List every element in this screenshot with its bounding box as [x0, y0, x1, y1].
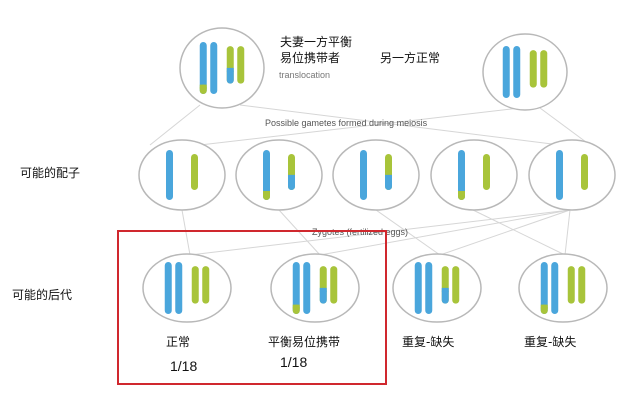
gamete-cell — [138, 139, 226, 211]
chromosome — [452, 266, 460, 304]
chromosome — [502, 46, 510, 98]
connector-line — [199, 107, 521, 146]
connector-line — [472, 209, 566, 256]
chromosome — [513, 46, 521, 98]
zygote-label-balanced: 平衡易位携带 — [268, 335, 341, 349]
chromosome — [303, 262, 311, 314]
chromosome — [199, 42, 207, 94]
chromosome — [292, 262, 300, 314]
translocated-segment-edge — [540, 304, 548, 309]
connector-line — [319, 209, 571, 256]
connector-line — [564, 209, 571, 256]
translocated-segment-edge — [319, 287, 327, 292]
chromosome — [360, 150, 367, 200]
translocated-segment-edge — [199, 84, 207, 89]
highlight-box — [117, 230, 387, 385]
chromosome — [164, 262, 172, 314]
connector-line — [181, 209, 191, 256]
gamete-cell — [528, 139, 616, 211]
connector-line — [375, 209, 441, 256]
chromosome — [458, 150, 465, 200]
translocated-segment-edge — [292, 304, 300, 309]
gametes-caption: Possible gametes formed during meiosis — [265, 118, 428, 128]
zygotes-row-label: 可能的后代 — [12, 288, 73, 302]
translocated-segment-edge — [385, 174, 392, 179]
chromosome — [425, 262, 433, 314]
chromosome — [540, 262, 548, 314]
chromosome — [175, 262, 183, 314]
translocated-segment-edge — [441, 287, 449, 292]
gamete-cell — [235, 139, 323, 211]
translocated-segment-edge — [288, 174, 295, 179]
chromosome — [551, 262, 559, 314]
chromosome — [529, 50, 537, 88]
chromosome — [237, 46, 245, 84]
translocated-segment-edge — [458, 191, 465, 195]
chromosome — [166, 150, 173, 200]
zygote-label-normal: 正常 — [166, 335, 191, 349]
connector-line — [439, 209, 571, 256]
chromosome — [202, 266, 210, 304]
chromosome — [581, 154, 588, 190]
connector-line — [149, 104, 201, 146]
gamete-cell — [430, 139, 518, 211]
carrier-sublabel: translocation — [279, 70, 331, 80]
gametes-row-label: 可能的配子 — [20, 166, 81, 180]
connector-line — [189, 209, 571, 256]
chromosome — [414, 262, 422, 314]
connector-line — [278, 209, 321, 256]
zygote-probability-balanced: 1/18 — [280, 354, 308, 370]
normal-parent-label: 另一方正常 — [380, 51, 441, 65]
chromosome — [191, 266, 199, 304]
carrier-label-line2: 易位携带者 — [280, 51, 341, 65]
chromosome — [567, 266, 575, 304]
zygote-probability-normal: 1/18 — [170, 358, 198, 374]
zygote-cell — [392, 253, 482, 323]
chromosome — [556, 150, 563, 200]
gamete-cell — [332, 139, 420, 211]
chromosome — [330, 266, 338, 304]
chromosome — [191, 154, 198, 190]
chromosome — [263, 150, 270, 200]
zygote-label-unbalanced-1: 重复-缺失 — [402, 335, 455, 349]
translocated-segment-edge — [226, 67, 234, 72]
chromosome — [540, 50, 548, 88]
translocated-segment-edge — [263, 191, 270, 195]
zygotes-caption: Zygotes (fertilized eggs) — [312, 227, 409, 237]
connector-line — [539, 107, 591, 146]
zygote-cell — [518, 253, 608, 323]
connector-line — [239, 104, 561, 146]
parent-carrier-cell — [179, 27, 265, 109]
chromosome — [578, 266, 586, 304]
chromosome — [210, 42, 218, 94]
carrier-label-line1: 夫妻一方平衡 — [280, 35, 353, 49]
chromosome — [483, 154, 490, 190]
parent-normal-cell — [482, 33, 568, 111]
zygote-label-unbalanced-2: 重复-缺失 — [524, 335, 577, 349]
